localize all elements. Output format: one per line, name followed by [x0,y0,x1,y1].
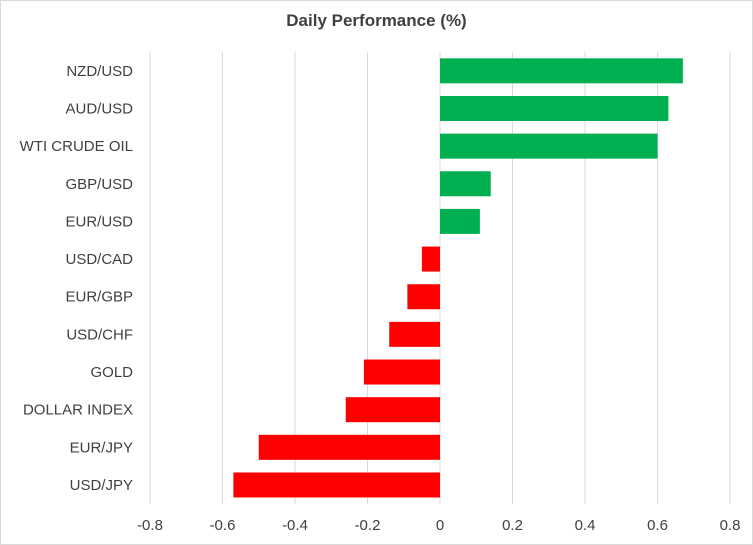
category-label: NZD/USD [66,63,133,80]
category-label: EUR/JPY [70,439,133,456]
x-tick-label: 0.2 [502,517,523,534]
x-tick-label: -0.2 [355,517,381,534]
category-label: WTI CRUDE OIL [20,138,133,155]
category-label: GBP/USD [65,176,133,193]
bars [233,58,683,498]
category-label: DOLLAR INDEX [23,402,133,419]
bar [389,321,440,347]
category-label: EUR/GBP [65,289,133,306]
x-tick-label: -0.8 [137,517,163,534]
bar [233,472,440,498]
bar [440,133,658,159]
category-label: EUR/USD [65,213,133,230]
bar [440,58,683,84]
bar [421,246,440,272]
category-label: USD/CHF [66,326,133,343]
category-label: USD/JPY [70,477,133,494]
x-tick-label: -0.6 [210,517,236,534]
x-tick-label: 0.6 [647,517,668,534]
bar [440,95,669,121]
gridlines [149,52,731,504]
category-label: USD/CAD [65,251,133,268]
x-tick-labels: -0.8 -0.6 -0.4 -0.2 0 0.2 0.4 0.6 0.8 [137,517,740,534]
x-tick-label: 0.4 [575,517,596,534]
bar [407,284,440,310]
bar [440,208,480,234]
category-label: AUD/USD [65,100,133,117]
category-label: GOLD [90,364,133,381]
x-tick-label: 0 [436,517,444,534]
category-labels: NZD/USD AUD/USD WTI CRUDE OIL GBP/USD EUR/US… [20,63,134,494]
bar [345,397,440,423]
bar [363,359,440,385]
bar [440,171,491,197]
x-tick-label: -0.4 [282,517,308,534]
bar [258,434,440,460]
x-tick-label: 0.8 [720,517,741,534]
chart-title: Daily Performance (%) [286,11,467,30]
